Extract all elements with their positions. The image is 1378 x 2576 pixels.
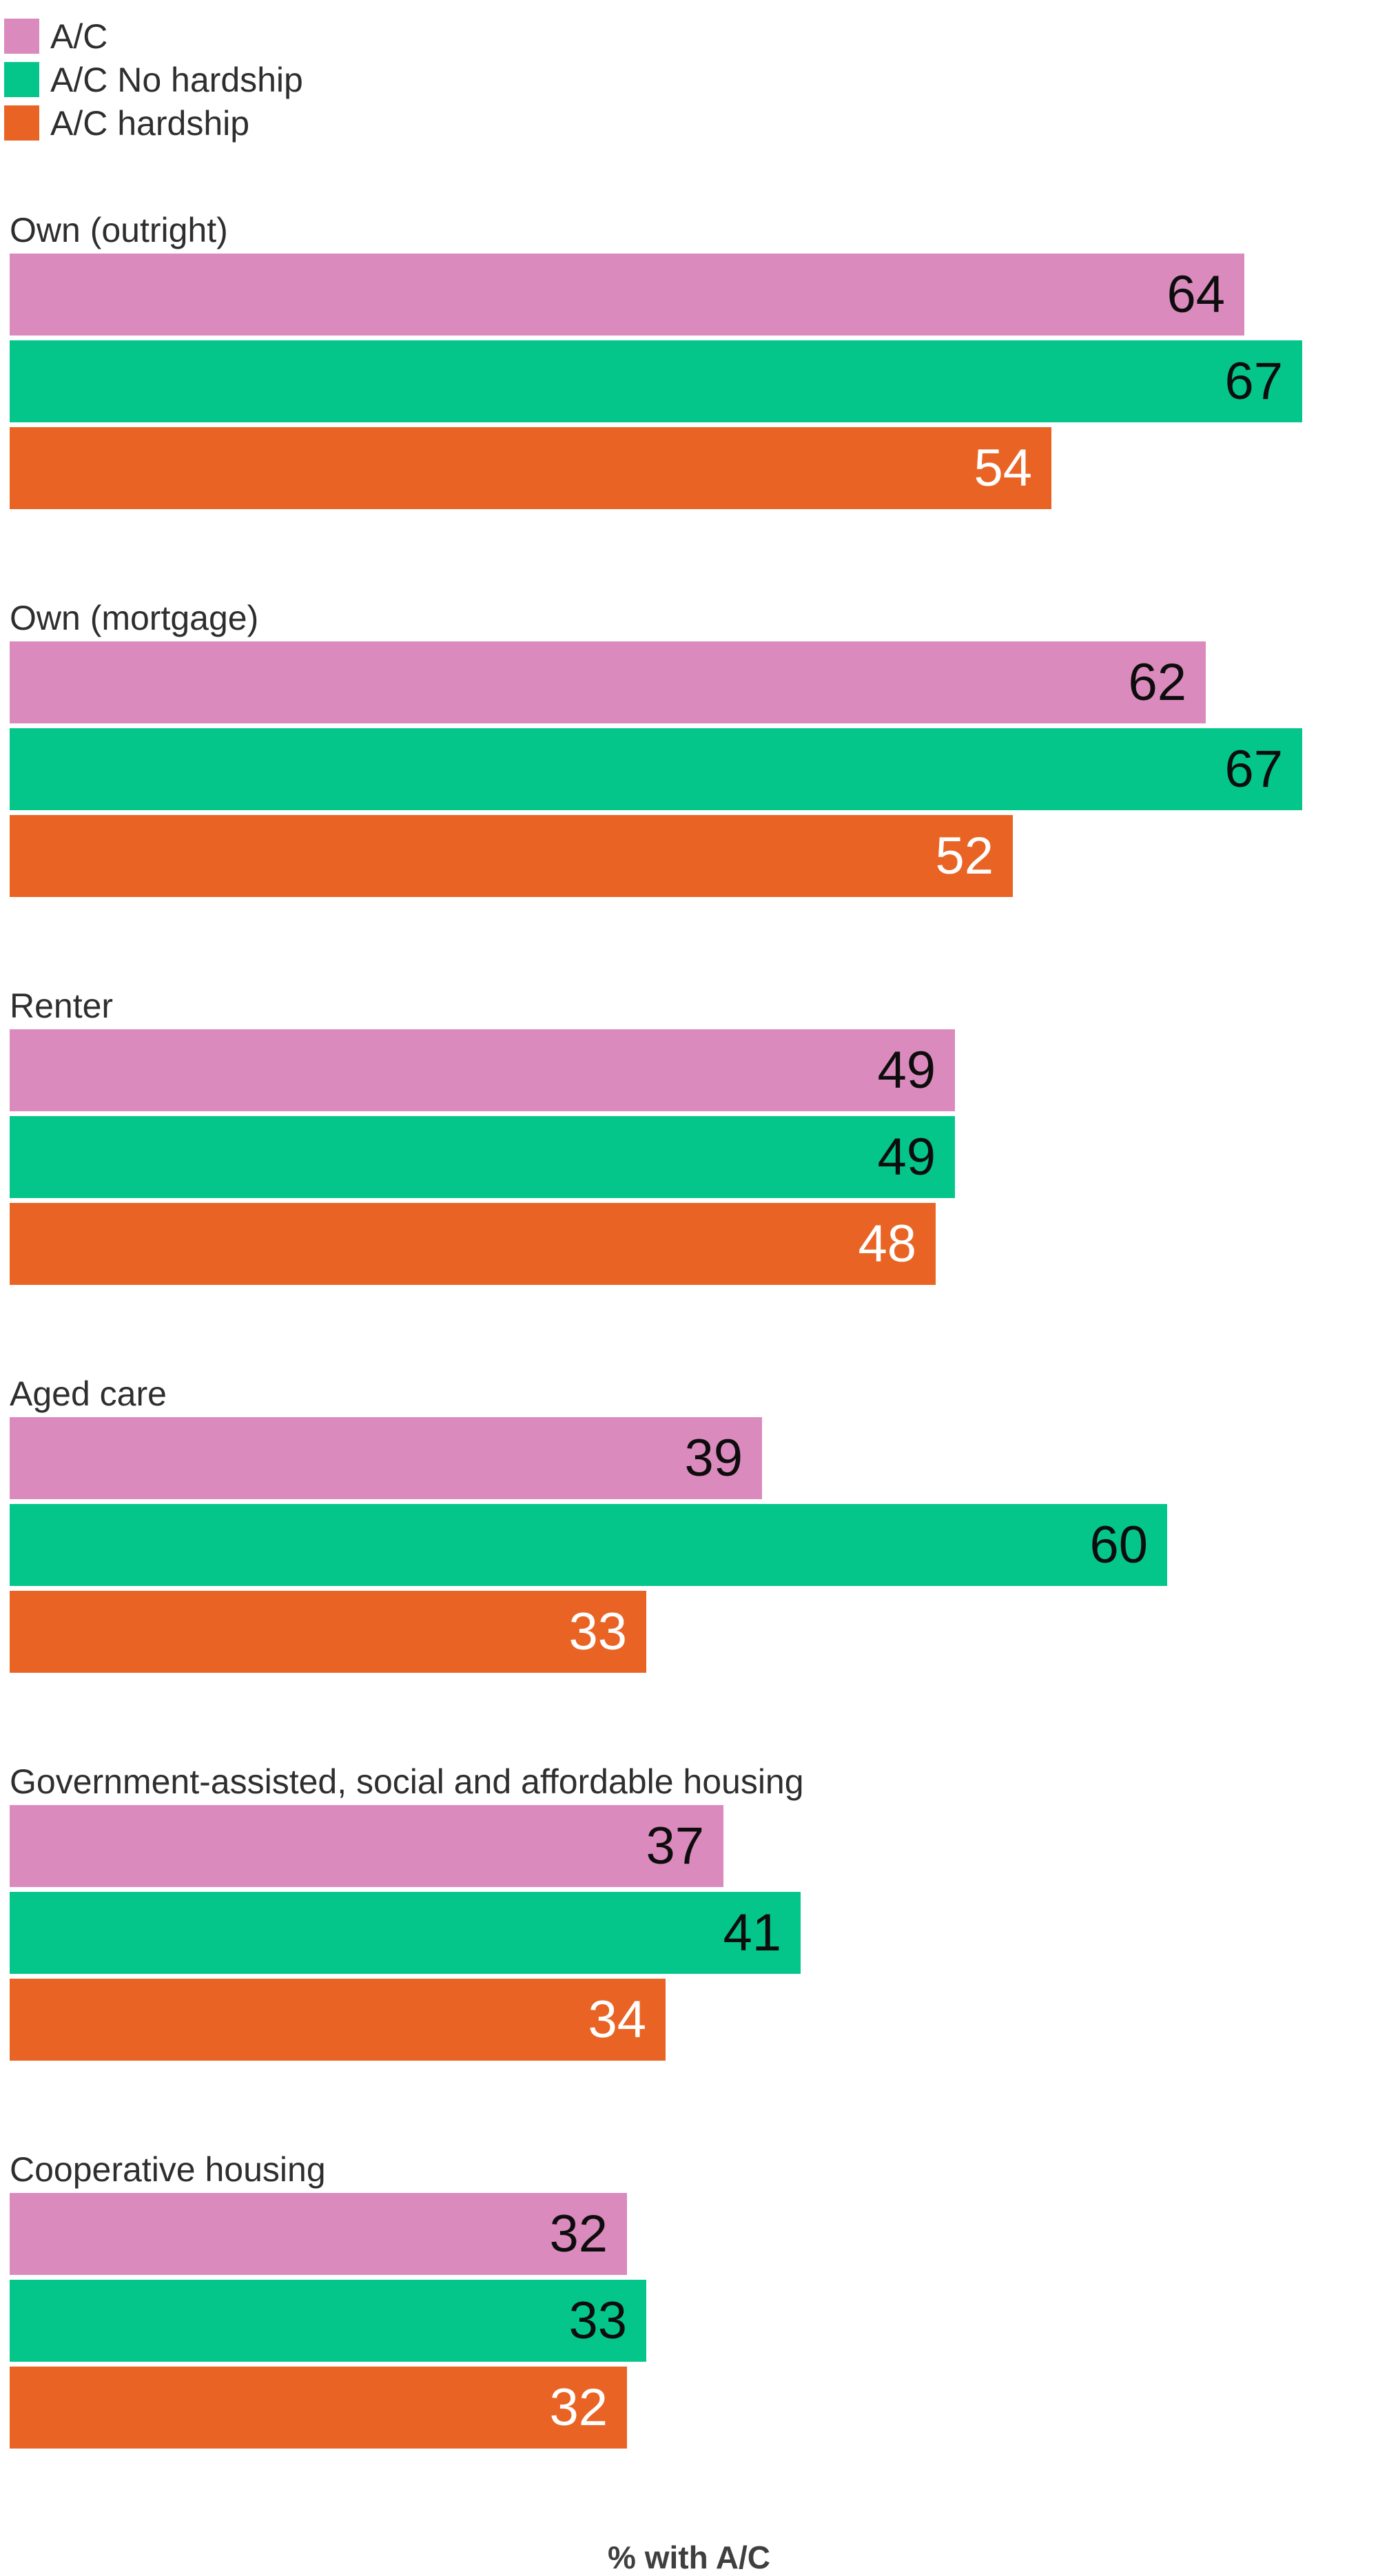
bar-value-label: 67 [1224, 351, 1283, 411]
legend-swatch-ac-hardship [4, 105, 39, 141]
bar-segment: 62 [10, 641, 1206, 723]
x-axis-label: % with A/C [608, 2539, 770, 2575]
bar-segment: 32 [10, 2367, 627, 2449]
bar-segment: 54 [10, 427, 1051, 509]
bar-value-label: 32 [549, 2204, 608, 2263]
bar-segment: 64 [10, 254, 1244, 336]
bar-value-label: 34 [588, 1990, 646, 2049]
bar-value-label: 37 [646, 1816, 704, 1875]
bar-group: Aged care 39 60 33 [10, 1375, 1378, 1673]
bar-value-label: 52 [935, 826, 994, 885]
bar-segment: 39 [10, 1417, 762, 1499]
bar-segment: 67 [10, 340, 1302, 422]
bar-segment: 34 [10, 1979, 666, 2061]
legend-label-ac: A/C [50, 17, 108, 56]
category-label: Cooperative housing [10, 2150, 326, 2189]
bar-value-label: 32 [549, 2378, 608, 2437]
bar-segment: 49 [10, 1116, 955, 1198]
bar-value-label: 49 [877, 1040, 936, 1100]
chart-legend: A/C A/C No hardship A/C hardship [4, 19, 1378, 141]
bar-value-label: 67 [1224, 739, 1283, 798]
bar-segment: 41 [10, 1892, 801, 1974]
category-label: Government-assisted, social and affordab… [10, 1762, 804, 1801]
bar-value-label: 33 [568, 2291, 627, 2350]
legend-label-ac-hardship: A/C hardship [50, 103, 250, 143]
bar-segment: 32 [10, 2193, 627, 2275]
bar-group: Government-assisted, social and affordab… [10, 1763, 1378, 2061]
bar-value-label: 62 [1128, 652, 1186, 712]
bar-segment: 37 [10, 1805, 723, 1887]
legend-item-ac: A/C [4, 19, 1378, 54]
category-label: Own (outright) [10, 211, 228, 249]
bar-group: Own (outright) 64 67 54 [10, 212, 1378, 509]
bar-value-label: 64 [1166, 265, 1225, 324]
bar-segment: 48 [10, 1203, 936, 1285]
bar-groups: Own (outright) 64 67 54 Own (mortgage) 62 67 52… [10, 212, 1378, 2449]
bar-group: Renter 49 49 48 [10, 987, 1378, 1285]
bar-value-label: 54 [974, 438, 1032, 497]
grouped-bar-chart: A/C A/C No hardship A/C hardship Own (ou… [0, 19, 1378, 2575]
bar-value-label: 33 [568, 1602, 627, 1661]
bar-value-label: 49 [877, 1127, 936, 1186]
legend-swatch-ac [4, 19, 39, 54]
bar-group: Own (mortgage) 62 67 52 [10, 599, 1378, 897]
bar-group: Cooperative housing 32 33 32 [10, 2151, 1378, 2449]
category-label: Aged care [10, 1374, 167, 1413]
bar-segment: 33 [10, 2280, 646, 2362]
legend-swatch-ac-no-hardship [4, 62, 39, 97]
bar-segment: 60 [10, 1504, 1167, 1586]
bar-value-label: 48 [858, 1214, 916, 1273]
legend-item-ac-no-hardship: A/C No hardship [4, 62, 1378, 97]
bar-segment: 67 [10, 728, 1302, 810]
bar-segment: 52 [10, 815, 1013, 897]
category-label: Own (mortgage) [10, 599, 259, 637]
bar-segment: 33 [10, 1591, 646, 1673]
legend-item-ac-hardship: A/C hardship [4, 105, 1378, 141]
bar-value-label: 41 [723, 1903, 781, 1962]
bar-value-label: 39 [684, 1428, 743, 1487]
bar-value-label: 60 [1089, 1515, 1148, 1574]
category-label: Renter [10, 987, 114, 1025]
legend-label-ac-no-hardship: A/C No hardship [50, 60, 303, 99]
bar-segment: 49 [10, 1029, 955, 1111]
